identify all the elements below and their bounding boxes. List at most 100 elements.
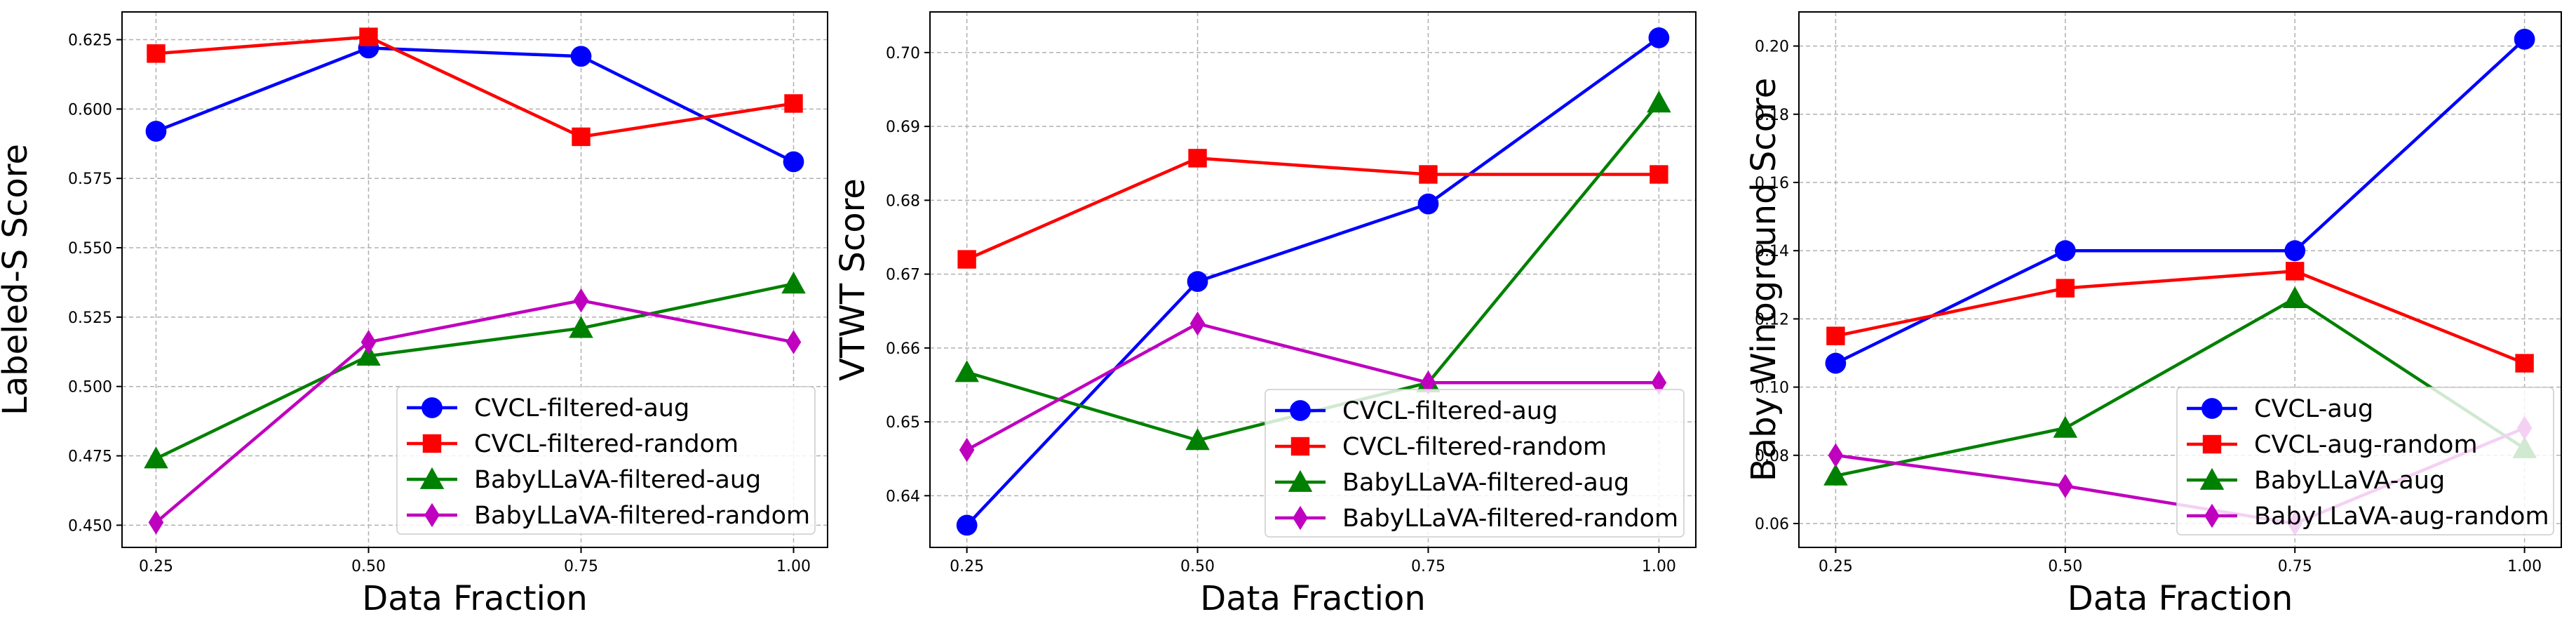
x-tick-label: 0.75 bbox=[564, 558, 598, 575]
data-point bbox=[784, 94, 803, 113]
legend-marker bbox=[1288, 470, 1313, 492]
x-tick-label: 0.25 bbox=[950, 558, 984, 575]
series-line-2 bbox=[1835, 269, 2526, 365]
y-tick-label: 0.16 bbox=[1755, 175, 1789, 192]
data-point bbox=[957, 250, 976, 269]
chart-panel-1: 0.450 0.475 0.500 0.525 0.550 0.575 0.600 0.625… bbox=[0, 11, 828, 618]
legend-label: BabyLLaVA-filtered-aug bbox=[474, 466, 761, 494]
y-tick-label: 0.69 bbox=[886, 119, 920, 136]
data-point bbox=[2056, 279, 2075, 298]
data-point bbox=[1650, 165, 1668, 184]
data-point bbox=[781, 272, 806, 294]
legend-label: CVCL-filtered-aug bbox=[1342, 397, 1558, 425]
data-point bbox=[956, 514, 978, 536]
legend-marker bbox=[1290, 400, 1311, 421]
series-line-4 bbox=[966, 321, 1659, 452]
data-point bbox=[2057, 474, 2073, 498]
y-tick-label: 0.65 bbox=[886, 414, 920, 432]
y-tick-label: 0.550 bbox=[68, 240, 112, 258]
x-tick-label: 0.25 bbox=[139, 558, 173, 575]
y-axis-label: Labeled-S Score bbox=[0, 144, 35, 415]
legend-box bbox=[1265, 389, 1685, 538]
data-point bbox=[1825, 352, 1847, 374]
y-tick-label: 0.10 bbox=[1755, 380, 1789, 397]
data-point bbox=[1648, 27, 1670, 48]
y-tick-label: 0.18 bbox=[1755, 107, 1789, 124]
y-axis-label: VTWT Score bbox=[833, 178, 872, 381]
data-point bbox=[2282, 286, 2307, 309]
data-point bbox=[147, 44, 166, 63]
data-point bbox=[785, 330, 802, 354]
data-point bbox=[1823, 463, 1848, 486]
legend-marker bbox=[2201, 398, 2223, 419]
x-tick-label: 1.00 bbox=[776, 558, 811, 575]
data-point bbox=[959, 437, 975, 462]
legend: CVCL-filtered-aug CVCL-filtered-random Bab… bbox=[1265, 389, 1685, 538]
x-tick-label: 1.00 bbox=[2507, 558, 2542, 575]
data-point bbox=[783, 151, 804, 173]
data-point bbox=[1188, 149, 1207, 168]
legend-label: BabyLLaVA-aug-random bbox=[2254, 502, 2549, 531]
x-axis-label: Data Fraction bbox=[362, 579, 587, 618]
y-tick-label: 0.12 bbox=[1755, 311, 1789, 328]
y-tick-label: 0.70 bbox=[886, 45, 920, 62]
y-tick-label: 0.625 bbox=[68, 32, 112, 50]
legend-label: CVCL-filtered-random bbox=[1342, 433, 1607, 461]
y-tick-label: 0.14 bbox=[1755, 243, 1789, 260]
legend: CVCL-aug CVCL-aug-random BabyLLaVA-aug Baby… bbox=[2176, 387, 2554, 535]
y-tick-label: 0.575 bbox=[68, 171, 112, 188]
data-point bbox=[2286, 262, 2305, 281]
y-tick-label: 0.06 bbox=[1755, 516, 1789, 533]
plot-frame bbox=[121, 11, 828, 548]
legend-marker bbox=[422, 434, 442, 453]
chart-panel-3: 0.06 0.08 0.10 0.12 0.14 0.16 0.18 0.20 0.25 0.50… bbox=[1744, 11, 2562, 618]
legend-marker bbox=[2199, 467, 2225, 490]
legend-label: CVCL-filtered-random bbox=[474, 430, 739, 458]
legend-box bbox=[2176, 387, 2554, 535]
y-tick-label: 0.66 bbox=[886, 340, 920, 358]
y-tick-label: 0.67 bbox=[886, 267, 920, 284]
data-point bbox=[359, 27, 378, 46]
x-tick-label: 0.50 bbox=[2048, 558, 2082, 575]
data-point bbox=[145, 121, 167, 142]
legend-marker bbox=[1293, 505, 1308, 531]
legend-label: CVCL-filtered-aug bbox=[474, 394, 689, 422]
data-point bbox=[2054, 240, 2076, 262]
data-point bbox=[360, 330, 377, 354]
data-point bbox=[148, 510, 164, 535]
data-point bbox=[570, 46, 592, 67]
data-point bbox=[356, 343, 381, 366]
data-point bbox=[1189, 311, 1206, 336]
data-point bbox=[1647, 91, 1671, 113]
plot-frame bbox=[929, 11, 1697, 548]
legend-box bbox=[396, 386, 816, 535]
x-tick-label: 0.50 bbox=[1180, 558, 1215, 575]
x-axis-label: Data Fraction bbox=[2068, 579, 2293, 618]
plot-frame bbox=[1798, 11, 2562, 548]
legend: CVCL-filtered-aug CVCL-filtered-random Bab… bbox=[396, 386, 816, 535]
series-line-1 bbox=[1835, 38, 2526, 365]
legend-label: CVCL-aug bbox=[2254, 395, 2373, 423]
legend-marker bbox=[422, 397, 443, 418]
data-point bbox=[1651, 371, 1667, 395]
y-tick-label: 0.08 bbox=[1755, 448, 1789, 465]
legend-marker bbox=[1290, 437, 1310, 456]
legend-label: BabyLLaVA-filtered-random bbox=[1342, 505, 1678, 533]
data-point bbox=[572, 127, 591, 147]
data-point bbox=[2053, 415, 2078, 438]
x-axis-label: Data Fraction bbox=[1200, 579, 1425, 618]
y-tick-label: 0.525 bbox=[68, 309, 112, 327]
y-tick-label: 0.600 bbox=[68, 101, 112, 119]
legend-label: BabyLLaVA-filtered-aug bbox=[1342, 469, 1629, 497]
series-line-2 bbox=[966, 156, 1659, 261]
series-line-3 bbox=[155, 282, 794, 460]
data-point bbox=[1185, 428, 1210, 451]
legend-marker bbox=[424, 502, 440, 528]
data-point bbox=[1828, 443, 1844, 468]
series-line-3 bbox=[1835, 296, 2526, 478]
y-tick-label: 0.20 bbox=[1755, 39, 1789, 56]
data-point bbox=[2515, 354, 2534, 373]
data-point bbox=[144, 446, 168, 469]
x-tick-label: 0.75 bbox=[1411, 558, 1445, 575]
